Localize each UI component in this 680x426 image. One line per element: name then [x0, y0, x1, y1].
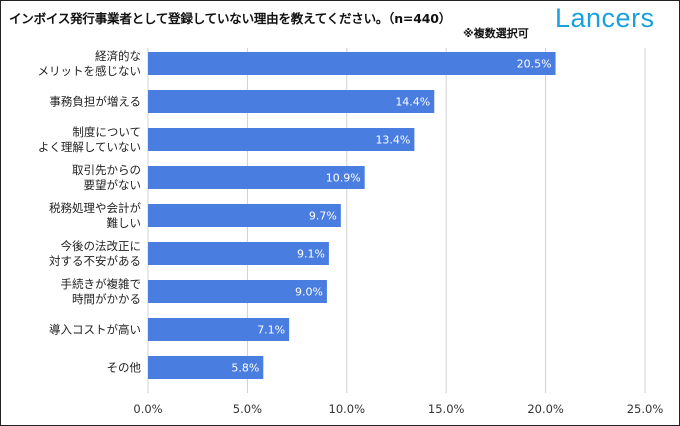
data-label: 9.1%	[297, 248, 325, 261]
chart-subtitle: ※複数選択可	[463, 27, 529, 40]
x-tick-label: 5.0%	[233, 402, 262, 416]
bar	[148, 204, 341, 227]
data-label: 9.0%	[295, 286, 323, 299]
bar	[148, 242, 329, 265]
x-tick-label: 10.0%	[329, 402, 366, 416]
category-label: 経済的な	[95, 49, 141, 63]
category-label: 手続きが複雑で	[61, 277, 142, 291]
x-tick-label: 0.0%	[133, 402, 162, 416]
category-label: 今後の法改正に	[61, 239, 142, 253]
category-label: その他	[107, 361, 142, 375]
category-label: 導入コストが高い	[49, 323, 141, 337]
category-label: 税務処理や会計が	[49, 201, 141, 215]
category-label: 時間がかかる	[72, 292, 141, 306]
data-label: 10.9%	[326, 172, 361, 185]
category-label: 取引先からの	[72, 163, 141, 177]
data-label: 9.7%	[309, 210, 337, 223]
x-tick-label: 25.0%	[627, 402, 664, 416]
bar	[148, 318, 290, 341]
data-label: 7.1%	[257, 324, 285, 337]
bar	[148, 128, 415, 151]
category-label: 制度について	[72, 125, 141, 139]
category-label: 要望がない	[84, 178, 142, 192]
x-tick-label: 20.0%	[527, 402, 564, 416]
category-label: 対する不安がある	[49, 254, 141, 268]
brand-logo: Lancers	[555, 3, 655, 33]
category-label: 難しい	[107, 216, 142, 230]
bar	[148, 166, 365, 189]
chart-title: インボイス発行事業者として登録していない理由を教えてください。（n=440）	[9, 11, 451, 26]
data-label: 13.4%	[375, 134, 410, 147]
category-label: メリットを感じない	[38, 64, 142, 78]
bar	[148, 280, 327, 303]
bar	[148, 90, 435, 113]
data-label: 5.8%	[231, 362, 259, 375]
x-tick-label: 15.0%	[428, 402, 465, 416]
category-label: 事務負担が増える	[49, 95, 141, 109]
category-label: よく理解していない	[38, 140, 141, 154]
bar	[148, 356, 264, 379]
bar	[148, 52, 556, 75]
data-label: 14.4%	[395, 96, 430, 109]
data-label: 20.5%	[517, 58, 552, 71]
